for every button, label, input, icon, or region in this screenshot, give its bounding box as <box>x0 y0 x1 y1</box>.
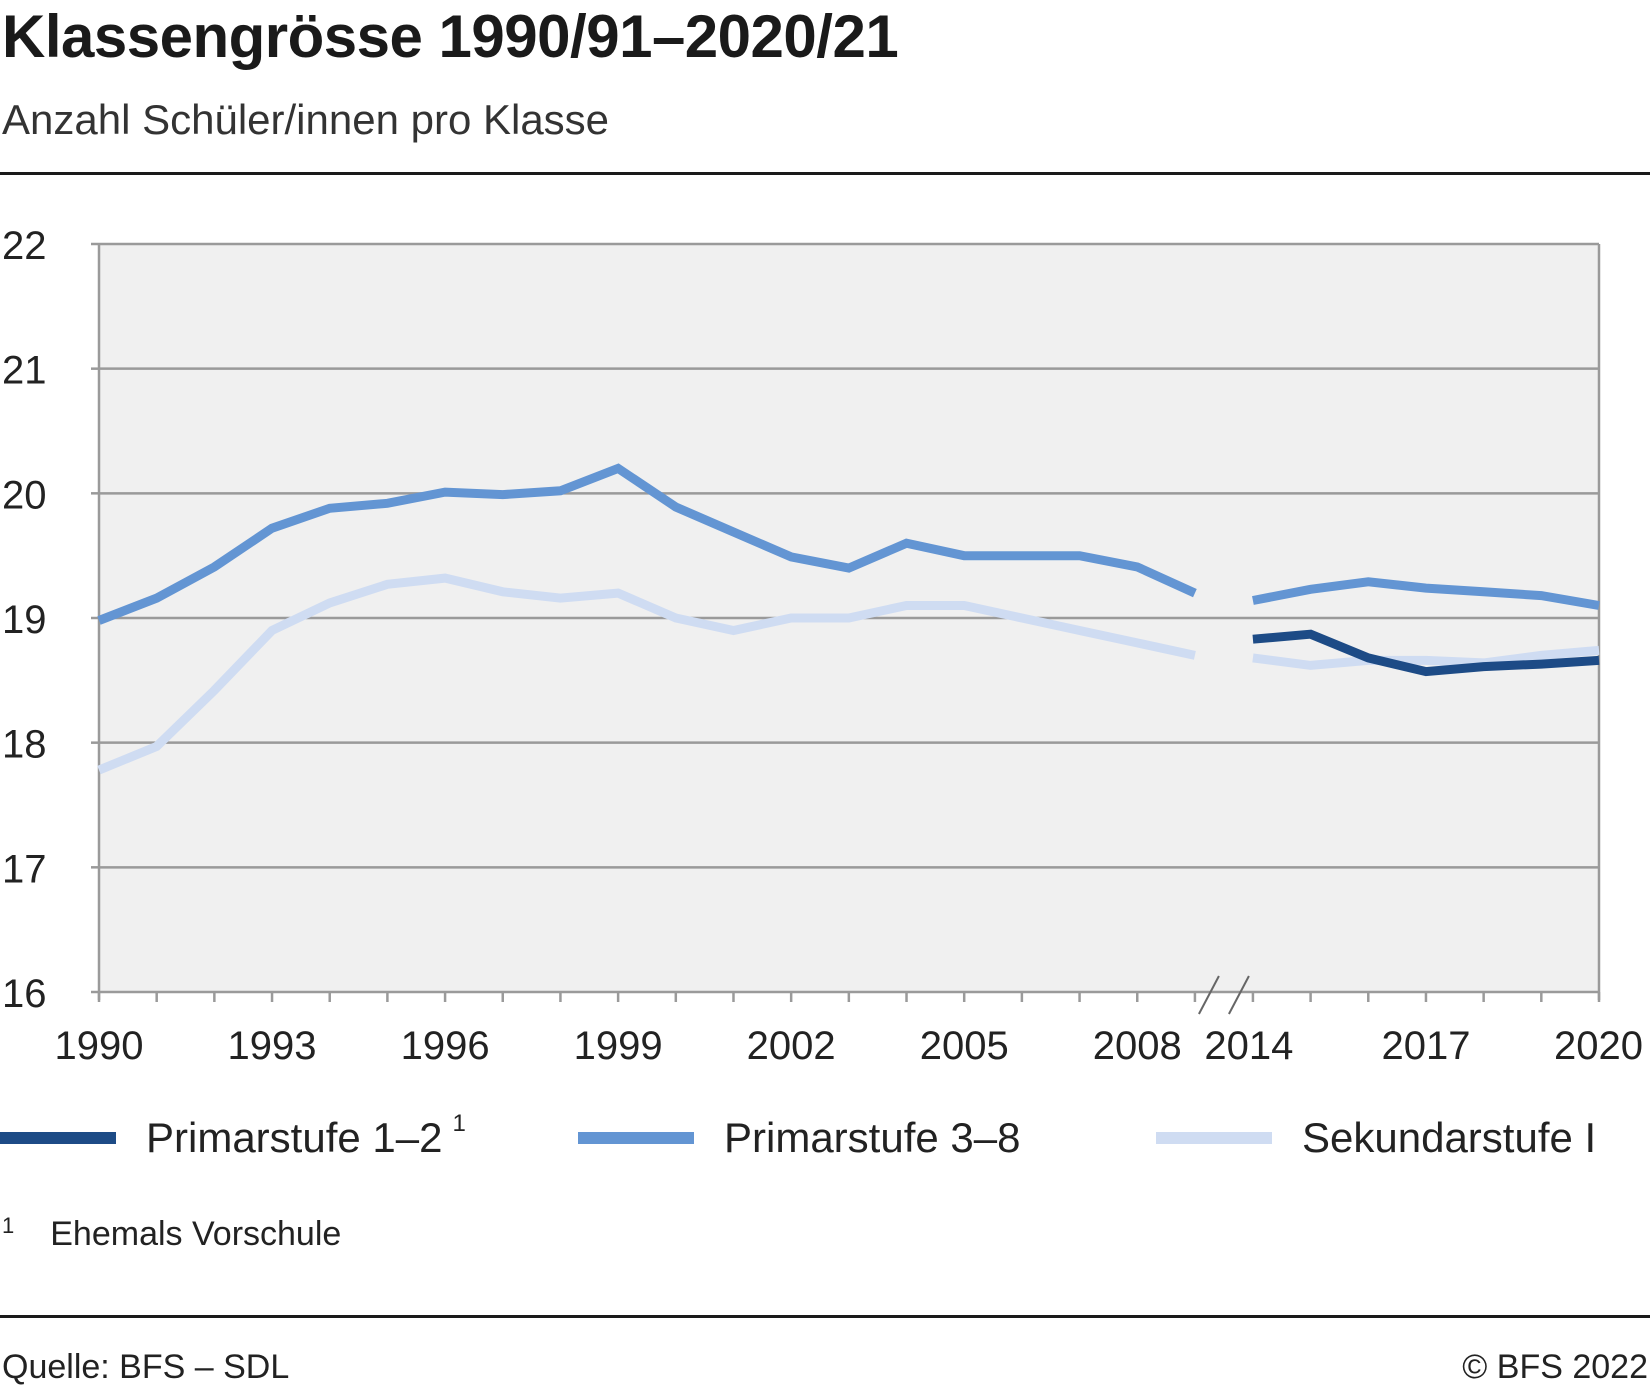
y-tick-label-17: 17 <box>2 847 47 891</box>
legend-item-primarstufe-1-2: Primarstufe 1–2 1 <box>0 1110 466 1166</box>
axis-break-mark-1 <box>1198 975 1220 1015</box>
x-tick-label-1990: 1990 <box>55 1024 144 1068</box>
x-tick-label-2005: 2005 <box>920 1024 1009 1068</box>
x-tick-label-2020: 2020 <box>1554 1024 1643 1068</box>
series-line-2-segment-1 <box>1252 645 1600 670</box>
footnote-mark: 1 <box>2 1213 15 1238</box>
series-line-1-segment-1 <box>1252 577 1600 610</box>
footnote: 1 Ehemals Vorschule <box>2 1213 342 1254</box>
chart-title: Klassengrösse 1990/91–2020/21 <box>2 3 899 70</box>
x-tick-label-2008: 2008 <box>1093 1024 1182 1068</box>
legend-swatch-sekundarstufe-1 <box>1156 1132 1272 1144</box>
legend-item-primarstufe-3-8: Primarstufe 3–8 <box>578 1110 1020 1166</box>
x-tick-label-2017: 2017 <box>1381 1024 1470 1068</box>
legend-item-sekundarstufe-1: Sekundarstufe I <box>1156 1110 1596 1166</box>
axis-break-mark-2 <box>1228 975 1250 1015</box>
x-tick-label-1999: 1999 <box>574 1024 663 1068</box>
legend-swatch-primarstufe-3-8 <box>578 1132 694 1144</box>
series-line-1-segment-0 <box>97 463 1197 625</box>
x-tick-label-2002: 2002 <box>747 1024 836 1068</box>
chart-subtitle: Anzahl Schüler/innen pro Klasse <box>2 96 610 143</box>
y-tick-label-22: 22 <box>2 224 47 268</box>
copyright-note: © BFS 2022 <box>1462 1348 1648 1386</box>
legend-label-primarstufe-3-8: Primarstufe 3–8 <box>724 1114 1021 1161</box>
legend-label-sekundarstufe-1: Sekundarstufe I <box>1302 1114 1597 1161</box>
legend-label-primarstufe-1-2: Primarstufe 1–2 1 <box>146 1110 466 1161</box>
y-tick-label-20: 20 <box>2 473 47 517</box>
x-axis: 1990 1993 1996 1999 2002 2005 2008 2014 2017 2020 <box>55 975 1643 1068</box>
y-axis: 16 17 18 19 20 21 22 <box>2 224 1601 1016</box>
series-line-2-segment-0 <box>97 573 1196 775</box>
y-tick-label-19: 19 <box>2 598 47 642</box>
x-tick-label-1993: 1993 <box>228 1024 317 1068</box>
legend-swatch-primarstufe-1-2 <box>0 1132 116 1144</box>
source-note: Quelle: BFS – SDL <box>2 1348 290 1386</box>
y-tick-label-21: 21 <box>2 349 47 393</box>
footnote-text: Ehemals Vorschule <box>50 1215 342 1253</box>
top-divider <box>0 172 1650 175</box>
series-line-0-segment-0 <box>1252 629 1600 677</box>
x-tick-label-1996: 1996 <box>401 1024 490 1068</box>
series-lines <box>97 463 1600 775</box>
y-tick-label-16: 16 <box>2 972 47 1016</box>
x-tick-label-2014: 2014 <box>1204 1024 1293 1068</box>
legend-footnote-mark: 1 <box>452 1110 466 1137</box>
y-tick-label-18: 18 <box>2 723 47 767</box>
bottom-divider <box>0 1315 1650 1318</box>
line-chart: 1990 1993 1996 1999 2002 2005 2008 2014 2017 2020… <box>2 224 1643 1068</box>
